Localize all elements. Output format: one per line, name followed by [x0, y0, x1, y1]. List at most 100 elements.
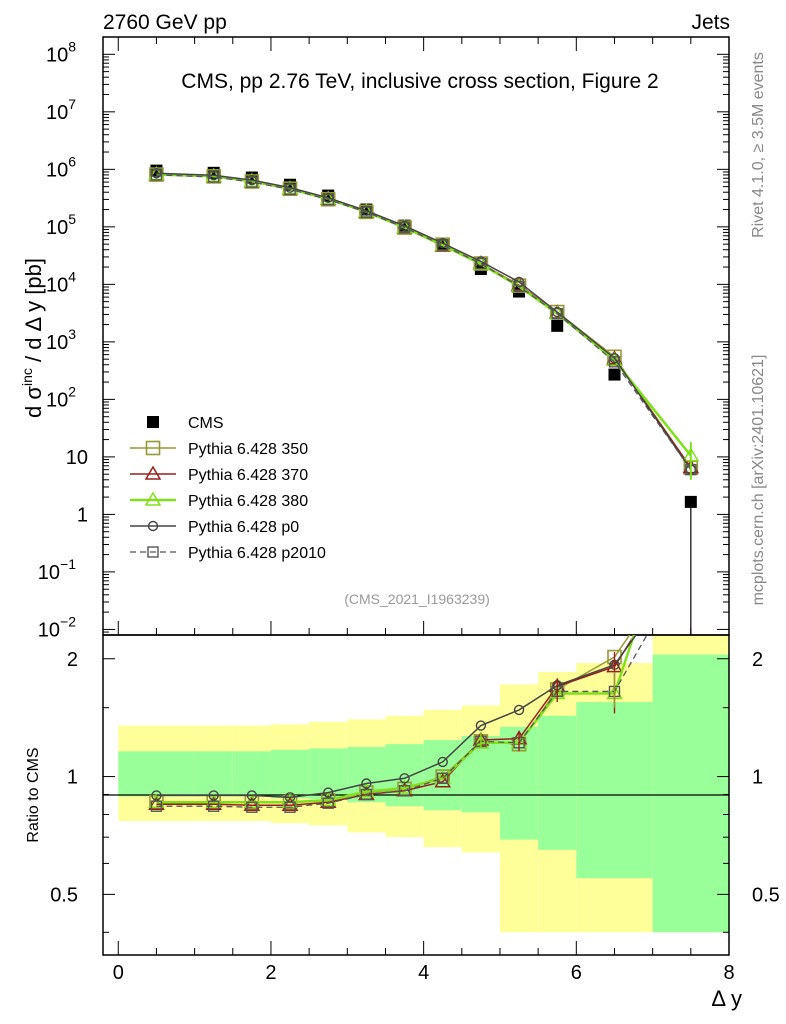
legend-entry-label: CMS	[188, 415, 224, 432]
legend-marker	[147, 520, 159, 532]
pythia-6-428-p0-ratio-point	[437, 756, 448, 768]
pythia-6-428-p0-ratio-point	[246, 790, 258, 801]
legend-marker	[147, 416, 159, 428]
legend-entry-label: Pythia 6.428 350	[188, 441, 308, 458]
pythia-6-428-p2010-point	[513, 280, 525, 293]
pythia-6-428-p2010-point	[608, 356, 621, 368]
band-inner-bin	[461, 735, 500, 813]
band-inner-bin	[538, 715, 577, 850]
band-inner-bin	[309, 748, 348, 800]
x-axis-label: Δ y	[711, 986, 742, 1011]
main-y-tick-label: 108	[46, 38, 76, 66]
legend-marker	[144, 465, 162, 480]
main-y-tick-label: 10	[66, 447, 88, 469]
legend: CMS Pythia 6.428 350 Pythia 6.428 370 Pythi…	[130, 415, 326, 562]
pythia-6-428-p2010-ratio-point	[360, 788, 373, 801]
header-jets-label: Jets	[691, 11, 730, 34]
rivet-version-label: Rivet 4.1.0, ≥ 3.5M events	[750, 52, 767, 238]
pythia-6-428-370-ratio-point	[281, 796, 299, 811]
pythia-6-428-380-line	[156, 173, 692, 457]
analysis-watermark: (CMS_2021_I1963239)	[344, 591, 490, 607]
pythia-6-428-380-ratio-point	[358, 783, 375, 798]
pythia-6-428-p2010-ratio-point	[150, 800, 163, 812]
pythia-6-428-p2010-ratio-point	[246, 801, 258, 813]
pythia-6-428-p0-ratio-point	[399, 773, 410, 784]
pythia-6-428-p0-ratio-point	[151, 790, 162, 801]
x-tick-label: 8	[723, 962, 734, 984]
legend-entry-label: Pythia 6.428 380	[188, 493, 308, 510]
pythia-6-428-p0-ratio-point	[475, 720, 487, 731]
x-tick-label: 6	[571, 962, 582, 984]
pythia-6-428-p0-line	[156, 172, 692, 471]
pythia-6-428-p0-ratio-point	[513, 704, 525, 716]
main-y-tick-label: 1	[77, 504, 88, 526]
pythia-6-428-p2010-ratio-point	[437, 772, 449, 784]
pythia-6-428-p0-ratio-point	[361, 778, 372, 789]
x-tick-label: 2	[265, 962, 276, 984]
band-inner-bin	[194, 751, 233, 797]
legend-entry-label: Pythia 6.428 p2010	[188, 545, 326, 562]
band-inner-bin	[652, 654, 729, 933]
main-series-group	[148, 164, 700, 635]
pythia-6-428-p2010-ratio-point	[398, 785, 411, 797]
pythia-6-428-p0-ratio-point	[323, 787, 334, 798]
main-y-tick-label: 104	[46, 268, 76, 296]
pythia-6-428-p2010-point	[246, 176, 258, 188]
ratio-y-tick-label-right: 0.5	[752, 884, 780, 906]
pythia-6-428-p2010-point	[551, 307, 563, 320]
pythia-6-428-370-ratio-point	[434, 773, 452, 788]
mcplots-source-label: mcplots.cern.ch [arXiv:2401.10621]	[750, 355, 767, 606]
pythia-6-428-370-ratio-point	[243, 796, 261, 811]
band-inner-bin	[576, 702, 653, 879]
pythia-6-428-350-line	[156, 173, 692, 469]
pythia-6-428-380-ratio-point	[396, 779, 413, 794]
pythia-6-428-p2010-point	[207, 171, 220, 183]
ratio-y-tick-label-left: 1	[67, 767, 78, 789]
pythia-6-428-p2010-point	[150, 169, 163, 181]
x-tick-label: 4	[418, 962, 429, 984]
cms-data-point	[684, 495, 697, 508]
legend-marker	[144, 491, 162, 506]
main-y-tick-label: 103	[46, 326, 76, 354]
pythia-6-428-370-line	[156, 173, 692, 469]
pythia-6-428-p0-ratio-point	[208, 790, 219, 801]
x-tick-label: 0	[113, 962, 124, 984]
legend-marker	[145, 440, 161, 456]
pythia-6-428-p2010-point	[322, 193, 334, 206]
pythia-6-428-380-ratio-point	[319, 791, 337, 806]
ratio-y-axis: 2 2 1 1 0.5 0.5	[50, 649, 780, 933]
ratio-clip-group	[148, 635, 648, 813]
pythia-6-428-p2010-ratio-point	[322, 797, 334, 809]
pythia-6-428-p2010-point	[398, 221, 411, 234]
pythia-6-428-p2010-point	[360, 206, 373, 218]
main-y-tick-label: 105	[46, 211, 76, 239]
x-axis: 0 2 4 6 8	[113, 37, 735, 984]
legend-marker	[147, 546, 159, 558]
main-y-tick-label: 107	[46, 96, 76, 124]
band-inner-bin	[232, 751, 271, 797]
plot-title: CMS, pp 2.76 TeV, inclusive cross sectio…	[181, 70, 658, 93]
cms-data-point	[551, 319, 564, 332]
ratio-y-tick-label-left: 2	[67, 649, 78, 671]
main-y-tick-label: 102	[46, 383, 76, 411]
ratio-series-group	[148, 635, 648, 813]
band-inner-bin	[385, 744, 424, 807]
cms-data-point	[608, 368, 621, 381]
main-y-axis-label: d σinc / d Δ y [pb]	[19, 258, 46, 418]
pythia-6-428-p2010-line	[156, 174, 692, 471]
ratio-y-tick-label-right: 2	[752, 649, 763, 671]
ratio-y-tick-label-left: 0.5	[50, 884, 78, 906]
pythia-6-428-p2010-point	[284, 183, 296, 195]
main-y-tick-label: 10−2	[38, 613, 76, 641]
main-y-tick-label: 10−1	[38, 556, 76, 584]
ratio-uncertainty-bands	[118, 635, 729, 933]
pythia-6-428-p2010-ratio-point	[284, 801, 296, 813]
band-inner-bin	[118, 751, 195, 797]
pythia-6-428-p2010-point	[437, 239, 449, 251]
legend-entry-label: Pythia 6.428 370	[188, 467, 308, 484]
ratio-y-axis-label: Ratio to CMS	[25, 747, 42, 842]
ratio-y-tick-label-right: 1	[752, 767, 763, 789]
pythia-6-428-p2010-ratio-point	[207, 800, 220, 812]
